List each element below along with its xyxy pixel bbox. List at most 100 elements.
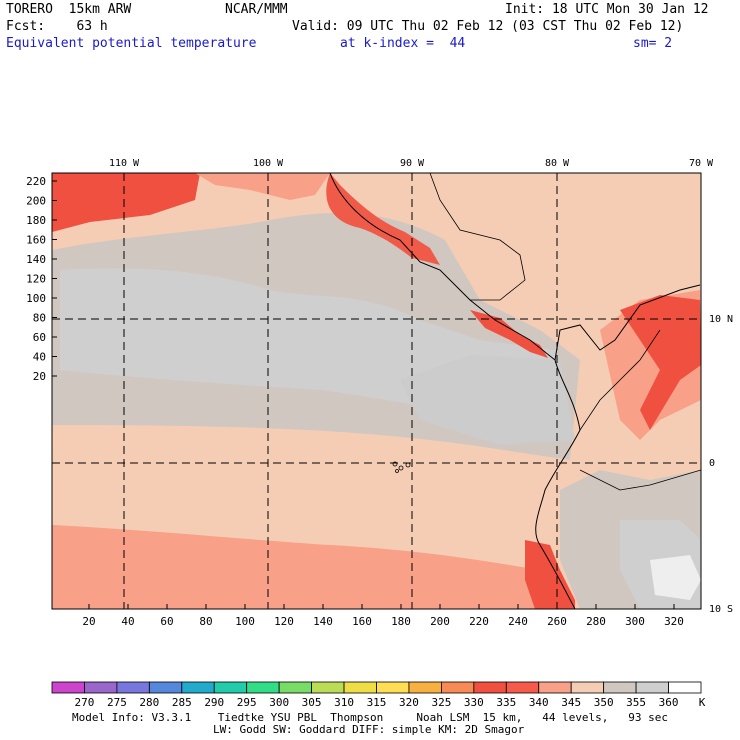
colorbar-swatch [246,681,280,694]
colorbar-label: 340 [529,696,549,709]
smoothing: sm= 2 [633,36,673,51]
bottom-tick-label: 300 [625,615,645,628]
bottom-tick-label: 80 [199,615,212,628]
colorbar-label: 305 [302,696,322,709]
lon-label: 100 W [253,158,284,169]
colorbar-swatch [603,681,637,694]
colorbar-swatch [538,681,572,694]
field-patch-340-n [195,173,330,200]
forecast-hour: Fcst: 63 h [6,19,108,34]
lat-label: 10 S [709,604,733,615]
colorbar-label: 315 [367,696,387,709]
lat-label: 10 N [709,314,733,325]
colorbar-label: 325 [431,696,451,709]
left-tick-label: 140 [26,253,46,266]
left-tick-label: 80 [33,312,46,325]
colorbar-swatch [278,681,312,694]
bottom-tick-label: 260 [547,615,567,628]
colorbar-label: 285 [172,696,192,709]
bottom-tick-label: 240 [508,615,528,628]
left-tick-label: 160 [26,234,46,247]
colorbar-swatch [84,681,118,694]
colorbar-swatch [570,681,605,694]
field-patch-335-ne [620,295,701,430]
left-tick-label: 180 [26,214,46,227]
bottom-tick-label: 60 [160,615,173,628]
left-tick-label: 40 [33,351,46,364]
lon-label: 90 W [400,158,425,169]
colorbar-label: 275 [107,696,127,709]
left-tick-label: 60 [33,331,46,344]
bottom-tick-label: 280 [586,615,606,628]
colorbar-swatch [635,681,669,694]
field-patch-335-peru [525,540,575,609]
lat-labels: 10 N 0 10 S [709,314,733,615]
colorbar-swatch [213,681,248,694]
field-patch-355-sa [650,555,701,600]
bottom-tick-label: 100 [235,615,255,628]
bottom-grid-ticks: 20 40 60 80 100 120 140 160 180 200 220 240 260 280 30… [82,604,684,628]
borders-yucatan [429,173,526,301]
field-patch-350b [400,355,575,445]
bottom-tick-label: 140 [313,615,333,628]
bottom-tick-label: 220 [469,615,489,628]
colorbar-label: 295 [237,696,257,709]
left-tick-label: 20 [33,370,46,383]
colorbar-label: 320 [399,696,419,709]
colorbar-label: 335 [496,696,516,709]
colorbar-swatch [668,681,702,694]
field-patch-335-nw [52,173,200,232]
lon-label: 110 W [109,158,140,169]
left-tick-label: 200 [26,195,46,208]
model-name: TORERO 15km ARW [6,2,132,17]
theta-e-field [52,173,701,609]
model-info-line2: LW: Godd SW: Goddard DIFF: simple KM: 2D… [213,723,525,736]
coastline-central-america [329,173,701,361]
bottom-tick-label: 200 [430,615,450,628]
bottom-tick-label: 40 [121,615,134,628]
colorbar-swatch [376,681,410,694]
colorbar-swatch [440,681,475,694]
lon-label: 70 W [689,158,714,169]
colorbar-label: 350 [594,696,614,709]
left-grid-ticks: 220 200 180 160 140 120 100 80 60 40 20 [26,175,57,383]
colorbar-label: 345 [561,696,581,709]
colorbar-label: 270 [75,696,95,709]
colorbar-swatch [311,681,345,694]
bottom-tick-label: 120 [274,615,294,628]
graticule [52,173,701,609]
colorbar-label: 310 [334,696,354,709]
lat-label: 0 [709,458,715,469]
colorbar-label: 300 [269,696,289,709]
plot-frame [51,172,702,610]
colorbar-label: 330 [464,696,484,709]
field-title: Equivalent potential temperature [6,36,257,51]
colorbar-swatch [343,681,377,694]
field-band-340-south [52,525,540,609]
colorbar-label: 280 [139,696,159,709]
colorbar-swatch [408,681,442,694]
colorbar-swatch [116,681,150,694]
colorbar-swatch [505,681,540,694]
colorbar-swatch [148,681,183,694]
bottom-tick-label: 160 [352,615,372,628]
colorbar-swatch [473,681,507,694]
lon-label: 80 W [545,158,570,169]
bottom-tick-label: 20 [82,615,95,628]
colorbar-unit: K [699,696,706,709]
colorbar-label: 355 [626,696,646,709]
level-index: at k-index = 44 [340,36,466,51]
colorbar-swatch [181,681,215,694]
bottom-tick-label: 180 [391,615,411,628]
bottom-tick-label: 320 [664,615,684,628]
left-tick-label: 220 [26,175,46,188]
field-patch-335-ca [470,310,548,358]
galapagos-islands [392,461,411,473]
coastline-south-america [535,359,581,609]
borders-sa [579,329,701,491]
colorbar-swatch [51,681,85,694]
colorbar-label: 360 [659,696,679,709]
lon-labels: 110 W 100 W 90 W 80 W 70 W [109,158,714,169]
left-tick-label: 100 [26,292,46,305]
